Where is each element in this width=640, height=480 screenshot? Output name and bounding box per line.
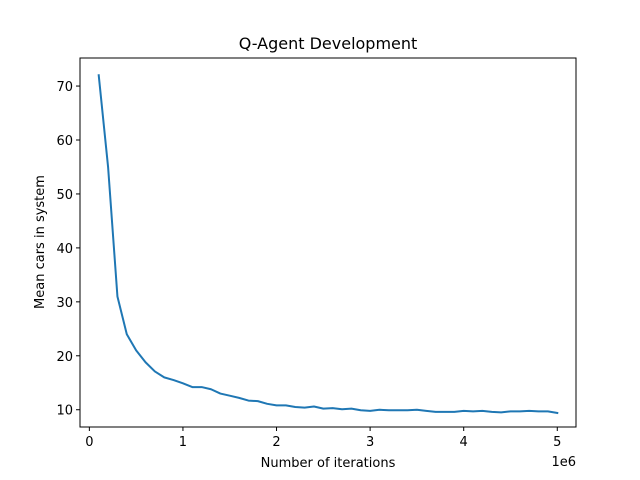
plot-area: [97, 74, 559, 415]
x-axis: 0 1 2 3 4 5: [85, 427, 561, 450]
x-tick-label: 3: [366, 435, 374, 450]
y-tick-label: 60: [56, 134, 73, 149]
x-tick-label: 4: [460, 435, 468, 450]
x-tick-label: 1: [179, 435, 187, 450]
axes-frame: [79, 57, 577, 428]
x-axis-multiplier: 1e6: [551, 455, 576, 470]
chart-title: Q-Agent Development: [239, 34, 418, 53]
x-tick-label: 0: [85, 435, 93, 450]
y-axis-label: Mean cars in system: [33, 175, 48, 309]
y-tick-label: 70: [56, 80, 73, 95]
x-tick-label: 5: [553, 435, 561, 450]
y-tick-label: 40: [56, 242, 73, 257]
y-tick-label: 20: [56, 350, 73, 365]
series-line-0: [97, 74, 559, 415]
x-axis-label: Number of iterations: [261, 456, 396, 471]
x-tick-label: 2: [272, 435, 280, 450]
y-tick-label: 30: [56, 296, 73, 311]
y-tick-label: 50: [56, 188, 73, 203]
y-axis: 10 20 30 40 50 60 70: [56, 80, 80, 419]
y-tick-label: 10: [56, 404, 73, 419]
